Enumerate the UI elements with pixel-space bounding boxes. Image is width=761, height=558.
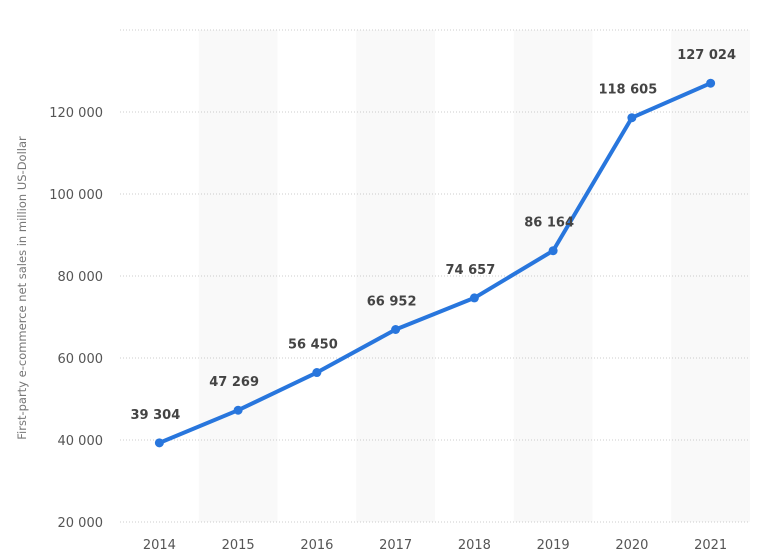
x-tick-label: 2016: [300, 538, 333, 553]
data-label: 127 024: [677, 48, 736, 63]
series-line: [157, 81, 713, 445]
data-label: 47 269: [209, 375, 259, 390]
x-tick-label: 2019: [537, 538, 570, 553]
data-label: 86 164: [524, 216, 574, 231]
data-point: [154, 438, 164, 448]
x-tick-label: 2014: [143, 538, 176, 553]
data-label: 39 304: [130, 408, 180, 423]
y-tick-label: 100 000: [49, 188, 103, 203]
x-tick-label: 2020: [615, 538, 648, 553]
y-tick-label: 20 000: [58, 516, 104, 531]
data-point: [233, 405, 243, 415]
data-point: [391, 324, 401, 334]
y-tick-label: 120 000: [49, 106, 103, 121]
data-point: [469, 293, 479, 303]
y-tick-label: 80 000: [58, 270, 104, 285]
data-label: 56 450: [288, 338, 338, 353]
data-label: 66 952: [367, 294, 417, 309]
data-point: [706, 78, 716, 88]
data-point: [312, 368, 322, 378]
data-point: [548, 246, 558, 256]
y-tick-label: 40 000: [58, 434, 104, 449]
data-point: [627, 113, 637, 123]
x-tick-label: 2018: [458, 538, 491, 553]
x-tick-label: 2021: [694, 538, 727, 553]
x-tick-label: 2015: [222, 538, 255, 553]
y-tick-label: 60 000: [58, 352, 104, 367]
data-label: 74 657: [445, 263, 495, 278]
data-label: 118 605: [598, 83, 657, 98]
y-axis-label: First-party e-commerce net sales in mill…: [15, 136, 29, 440]
x-tick-label: 2017: [379, 538, 412, 553]
